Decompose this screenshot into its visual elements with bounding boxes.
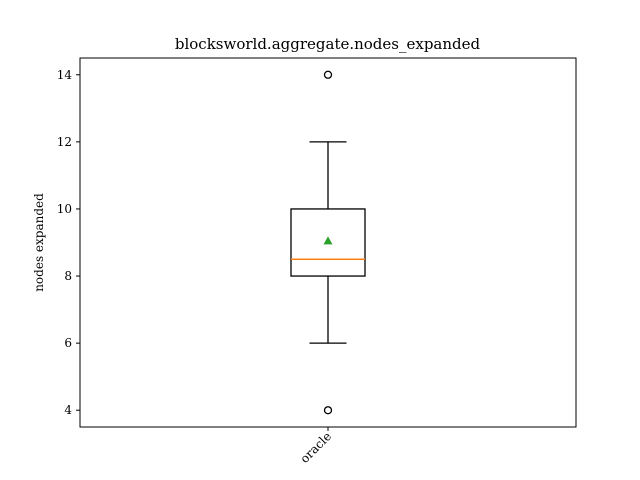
chart-title: blocksworld.aggregate.nodes_expanded xyxy=(175,35,481,53)
x-tick-label: oracle xyxy=(298,429,335,466)
axes-frame xyxy=(79,57,577,428)
y-tick-label: 14 xyxy=(57,68,73,82)
iqr-box xyxy=(290,208,366,277)
outlier-point xyxy=(323,70,333,79)
y-axis-label: nodes expanded xyxy=(32,193,46,292)
y-tick-label: 10 xyxy=(57,202,72,216)
mean-marker xyxy=(323,236,333,245)
y-tick-label: 12 xyxy=(57,135,72,149)
y-tick-label: 8 xyxy=(64,269,72,283)
y-tick-label: 6 xyxy=(64,336,72,350)
plot-area: 4 6 8 10 12 14 oracle xyxy=(57,68,366,466)
y-tick-label: 4 xyxy=(64,403,72,417)
outlier-point xyxy=(323,406,333,415)
